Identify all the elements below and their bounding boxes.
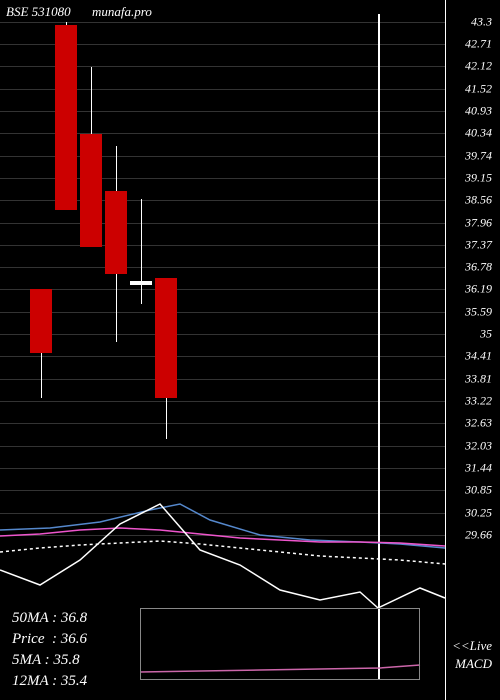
y-axis-label: 35.59 xyxy=(465,304,492,319)
info-row: 5MA : 35.8 xyxy=(12,650,87,671)
y-axis-label: 35 xyxy=(480,327,492,342)
y-axis-label: 36.78 xyxy=(465,260,492,275)
candle-body xyxy=(130,281,152,285)
y-axis-label: 34.41 xyxy=(465,349,492,364)
y-axis-label: 43.3 xyxy=(471,14,492,29)
y-axis-label: 30.85 xyxy=(465,483,492,498)
info-box: 50MA : 36.8Price : 36.65MA : 35.812MA : … xyxy=(12,608,87,692)
y-axis-label: 40.93 xyxy=(465,103,492,118)
chart-title-symbol: BSE 531080 xyxy=(6,4,71,20)
candle-body xyxy=(80,134,102,247)
y-axis-label: 37.96 xyxy=(465,215,492,230)
y-axis-line-left xyxy=(445,0,446,700)
y-axis-label: 33.81 xyxy=(465,371,492,386)
y-axis-label: 42.12 xyxy=(465,58,492,73)
macd-label-live: <<Live xyxy=(452,638,492,654)
y-axis-label: 36.19 xyxy=(465,282,492,297)
y-axis-label: 40.34 xyxy=(465,125,492,140)
candle-wick xyxy=(141,199,142,304)
info-row: 12MA : 35.4 xyxy=(12,671,87,692)
macd-panel xyxy=(140,608,420,680)
y-axis-label: 32.63 xyxy=(465,416,492,431)
y-axis-label: 33.22 xyxy=(465,394,492,409)
y-axis-label: 30.25 xyxy=(465,505,492,520)
y-axis-label: 37.37 xyxy=(465,237,492,252)
info-row: Price : 36.6 xyxy=(12,629,87,650)
macd-label-macd: MACD xyxy=(455,656,492,672)
y-axis-label: 32.03 xyxy=(465,438,492,453)
candle-body xyxy=(105,191,127,274)
y-axis-label: 38.56 xyxy=(465,193,492,208)
chart-title-source: munafa.pro xyxy=(92,4,152,20)
y-axis-label: 41.52 xyxy=(465,81,492,96)
y-axis-label: 31.44 xyxy=(465,461,492,476)
candle-body xyxy=(55,25,77,210)
y-axis-label: 42.71 xyxy=(465,36,492,51)
candle-body xyxy=(155,278,177,398)
candlestick-chart: BSE 531080 munafa.pro 43.3 42.71 42.12 41.5… xyxy=(0,0,500,700)
candle-body xyxy=(30,289,52,353)
y-axis-label: 39.74 xyxy=(465,148,492,163)
y-axis-label: 29.66 xyxy=(465,528,492,543)
info-row: 50MA : 36.8 xyxy=(12,608,87,629)
vertical-marker xyxy=(378,14,380,680)
y-axis-label: 39.15 xyxy=(465,170,492,185)
